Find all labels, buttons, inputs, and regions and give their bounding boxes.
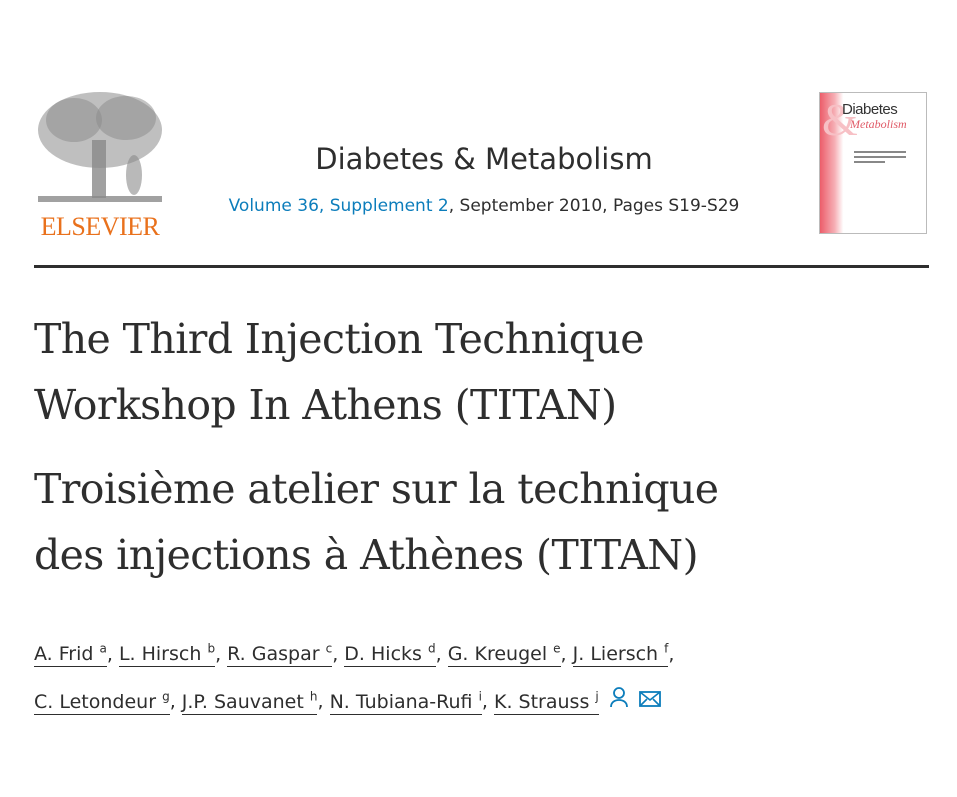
envelope-icon[interactable] <box>638 681 661 723</box>
elsevier-logo[interactable]: ELSEVIER <box>34 90 166 241</box>
journal-cover-image[interactable]: & Diabetes Metabolism <box>819 92 927 234</box>
cover-title: Diabetes <box>842 101 898 118</box>
author-link[interactable]: C. Letondeur g <box>34 689 170 715</box>
author-name: L. Hirsch <box>118 643 202 666</box>
author-link[interactable]: G. Kreugel e <box>447 642 561 668</box>
author-link[interactable]: K. Strauss j <box>494 689 599 715</box>
affiliation-marker: a <box>99 642 107 656</box>
author-name: N. Tubiana-Rufi <box>329 690 473 713</box>
author-name: J. Liersch <box>572 643 659 666</box>
tree-icon <box>38 92 162 202</box>
affiliation-marker: c <box>325 642 333 656</box>
affiliation-marker: d <box>427 642 436 656</box>
author-link[interactable]: J.P. Sauvanet h <box>181 689 318 715</box>
affiliation-marker: j <box>595 689 599 704</box>
author-link[interactable]: L. Hirsch b <box>118 642 216 668</box>
article-title-french: Troisième atelier sur la technique des in… <box>34 456 719 588</box>
title-line: The Third Injection Technique <box>34 315 644 363</box>
journal-title[interactable]: Diabetes & Metabolism <box>315 142 653 176</box>
author-link[interactable]: D. Hicks d <box>344 642 436 668</box>
author-link[interactable]: N. Tubiana-Rufi i <box>329 689 482 715</box>
affiliation-marker: g <box>162 689 170 704</box>
affiliation-marker: f <box>664 642 669 656</box>
cover-subtitle: Metabolism <box>850 117 907 131</box>
author-name: D. Hicks <box>344 643 422 666</box>
affiliation-marker: i <box>478 689 482 704</box>
cover-text-lines <box>854 151 906 166</box>
author-link[interactable]: R. Gaspar c <box>227 642 333 668</box>
affiliation-marker: b <box>207 642 216 656</box>
author-link[interactable]: J. Liersch f <box>572 642 669 668</box>
affiliation-marker: h <box>309 689 318 704</box>
author-name: R. Gaspar <box>227 643 320 666</box>
author-name: K. Strauss <box>494 690 590 713</box>
article-header: ELSEVIER Diabetes & Metabolism Volume 36… <box>34 90 929 268</box>
person-icon[interactable] <box>609 681 629 723</box>
elsevier-wordmark: ELSEVIER <box>40 212 160 241</box>
cover-ampersand: & <box>822 94 858 145</box>
author-name: J.P. Sauvanet <box>181 690 304 713</box>
author-name: A. Frid <box>34 643 94 666</box>
journal-meta: Volume 36, Supplement 2, September 2010,… <box>194 196 774 216</box>
volume-link[interactable]: Volume 36, Supplement 2 <box>228 196 449 216</box>
author-link[interactable]: A. Frid a <box>34 642 107 668</box>
author-name: G. Kreugel <box>447 643 548 666</box>
publication-details: , September 2010, Pages S19-S29 <box>448 196 740 216</box>
title-line: des injections à Athènes (TITAN) <box>34 531 699 579</box>
title-line: Workshop In Athens (TITAN) <box>34 381 617 429</box>
title-line: Troisième atelier sur la technique <box>34 465 719 513</box>
author-name: C. Letondeur <box>34 690 157 713</box>
affiliation-marker: e <box>553 642 561 656</box>
article-title-english: The Third Injection Technique Workshop In… <box>34 306 644 438</box>
author-list: A. Frid a, L. Hirsch b, R. Gaspar c, D. … <box>34 628 834 723</box>
